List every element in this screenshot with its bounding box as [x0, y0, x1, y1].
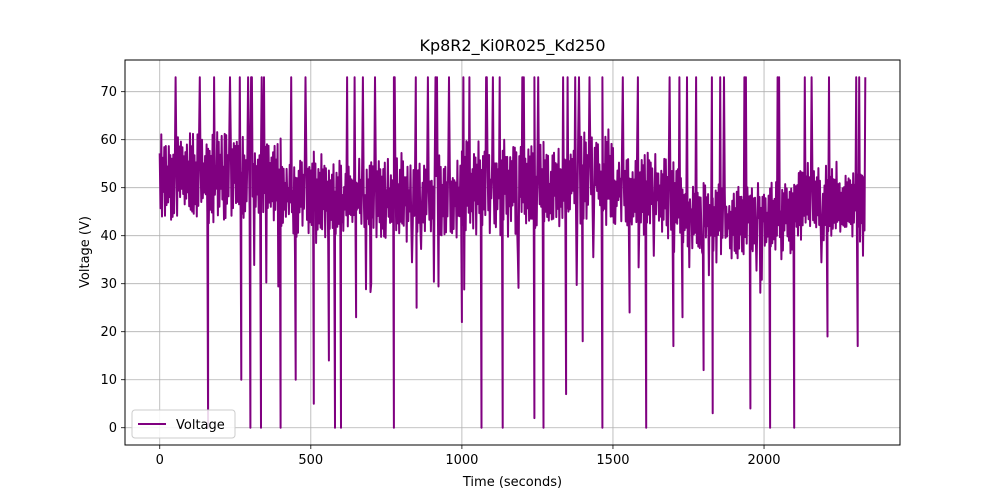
- y-tick-label: 50: [100, 181, 117, 196]
- y-tick-label: 40: [100, 229, 117, 244]
- x-tick-label: 500: [298, 453, 323, 468]
- x-axis-label: Time (seconds): [462, 475, 562, 490]
- y-tick-label: 70: [100, 85, 117, 100]
- y-tick-label: 0: [109, 421, 117, 436]
- x-tick-label: 1500: [596, 453, 629, 468]
- y-axis-ticks: 0 10 20 30 40 50 60 70: [100, 85, 125, 436]
- y-axis-label: Voltage (V): [78, 216, 93, 288]
- series-voltage-line: [158, 76, 867, 429]
- series-layer: [158, 76, 867, 429]
- y-tick-label: 10: [100, 373, 117, 388]
- legend: Voltage: [131, 409, 236, 439]
- chart-title: Kp8R2_Ki0R025_Kd250: [419, 36, 605, 56]
- x-tick-label: 2000: [747, 453, 780, 468]
- legend-box: [131, 409, 236, 439]
- x-axis-ticks: 0 500 1000 1500 2000: [156, 445, 781, 468]
- plot-frame: [124, 59, 901, 446]
- y-tick-label: 60: [100, 133, 117, 148]
- y-tick-label: 20: [100, 325, 117, 340]
- x-tick-label: 0: [156, 453, 164, 468]
- x-tick-label: 1000: [445, 453, 478, 468]
- legend-label-voltage: Voltage: [176, 418, 225, 433]
- y-tick-label: 30: [100, 277, 117, 292]
